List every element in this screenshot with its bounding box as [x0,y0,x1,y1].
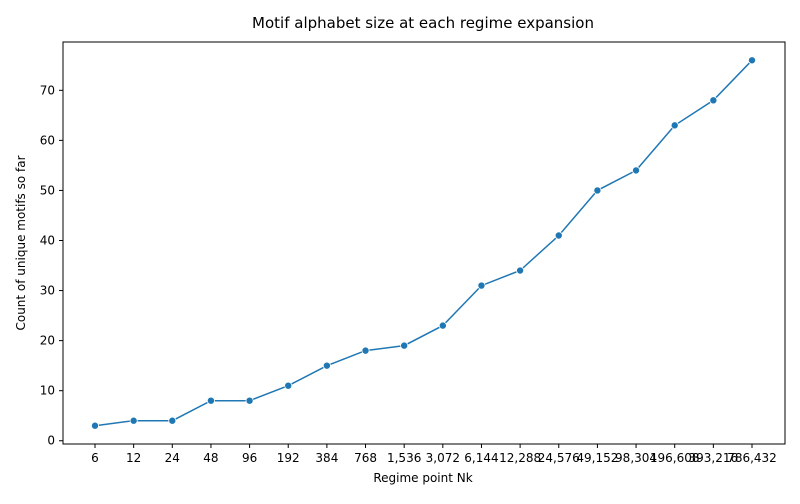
plot-area: 6 12 24 48 96 192 384 768 1,536 3,072 6,144 12,2882… [40,41,786,465]
x-tick-label: 768 [354,451,377,465]
x-tick-label: 1,536 [387,451,421,465]
y-tick-label: 10 [40,384,55,398]
y-tick-label: 20 [40,334,55,348]
data-point [670,121,679,130]
x-tick-label: 3,072 [426,451,460,465]
x-tick-label: 196,608 [650,451,700,465]
data-point [91,421,100,430]
x-tick-label: 192 [277,451,300,465]
data-point [438,321,447,330]
data-point [400,341,409,350]
data-point [168,416,177,425]
data-point [477,281,486,290]
x-tick-label: 48 [203,451,218,465]
y-axis-ticks: 0 10 20 30 40 50 60 70 [40,83,63,448]
data-point [632,166,641,175]
data-point [748,56,757,65]
y-tick-label: 50 [40,183,55,197]
x-tick-label: 96 [242,451,257,465]
data-point [284,381,293,390]
data-point [206,396,215,405]
y-tick-label: 30 [40,284,55,298]
plot-frame [62,41,786,445]
data-point [322,361,331,370]
chart-title: Motif alphabet size at each regime expan… [252,14,594,32]
x-tick-label: 49,152 [576,451,618,465]
data-point [129,416,138,425]
data-point [361,346,370,355]
y-tick-label: 0 [47,434,55,448]
data-point [554,231,563,240]
x-tick-label: 24 [165,451,180,465]
series-layer [91,56,757,430]
x-tick-label: 24,576 [538,451,580,465]
y-tick-label: 40 [40,233,55,247]
x-axis-ticks: 6 12 24 48 96 192 384 768 1,536 3,072 6,144 12,2882… [91,444,777,465]
x-tick-label: 6 [91,451,99,465]
x-tick-label: 384 [315,451,338,465]
data-point [245,396,254,405]
data-point [516,266,525,275]
data-point [709,96,718,105]
y-axis-label: Count of unique motifs so far [14,155,28,330]
y-tick-label: 60 [40,133,55,147]
x-tick-label: 12,288 [499,451,541,465]
x-tick-label: 6,144 [464,451,498,465]
x-axis-label: Regime point Nk [373,471,472,485]
y-tick-label: 70 [40,83,55,97]
x-tick-label: 98,304 [615,451,657,465]
x-tick-label: 786,432 [727,451,777,465]
series-line [94,59,753,427]
x-tick-label: 12 [126,451,141,465]
data-point [593,186,602,195]
x-tick-label: 393,216 [689,451,739,465]
